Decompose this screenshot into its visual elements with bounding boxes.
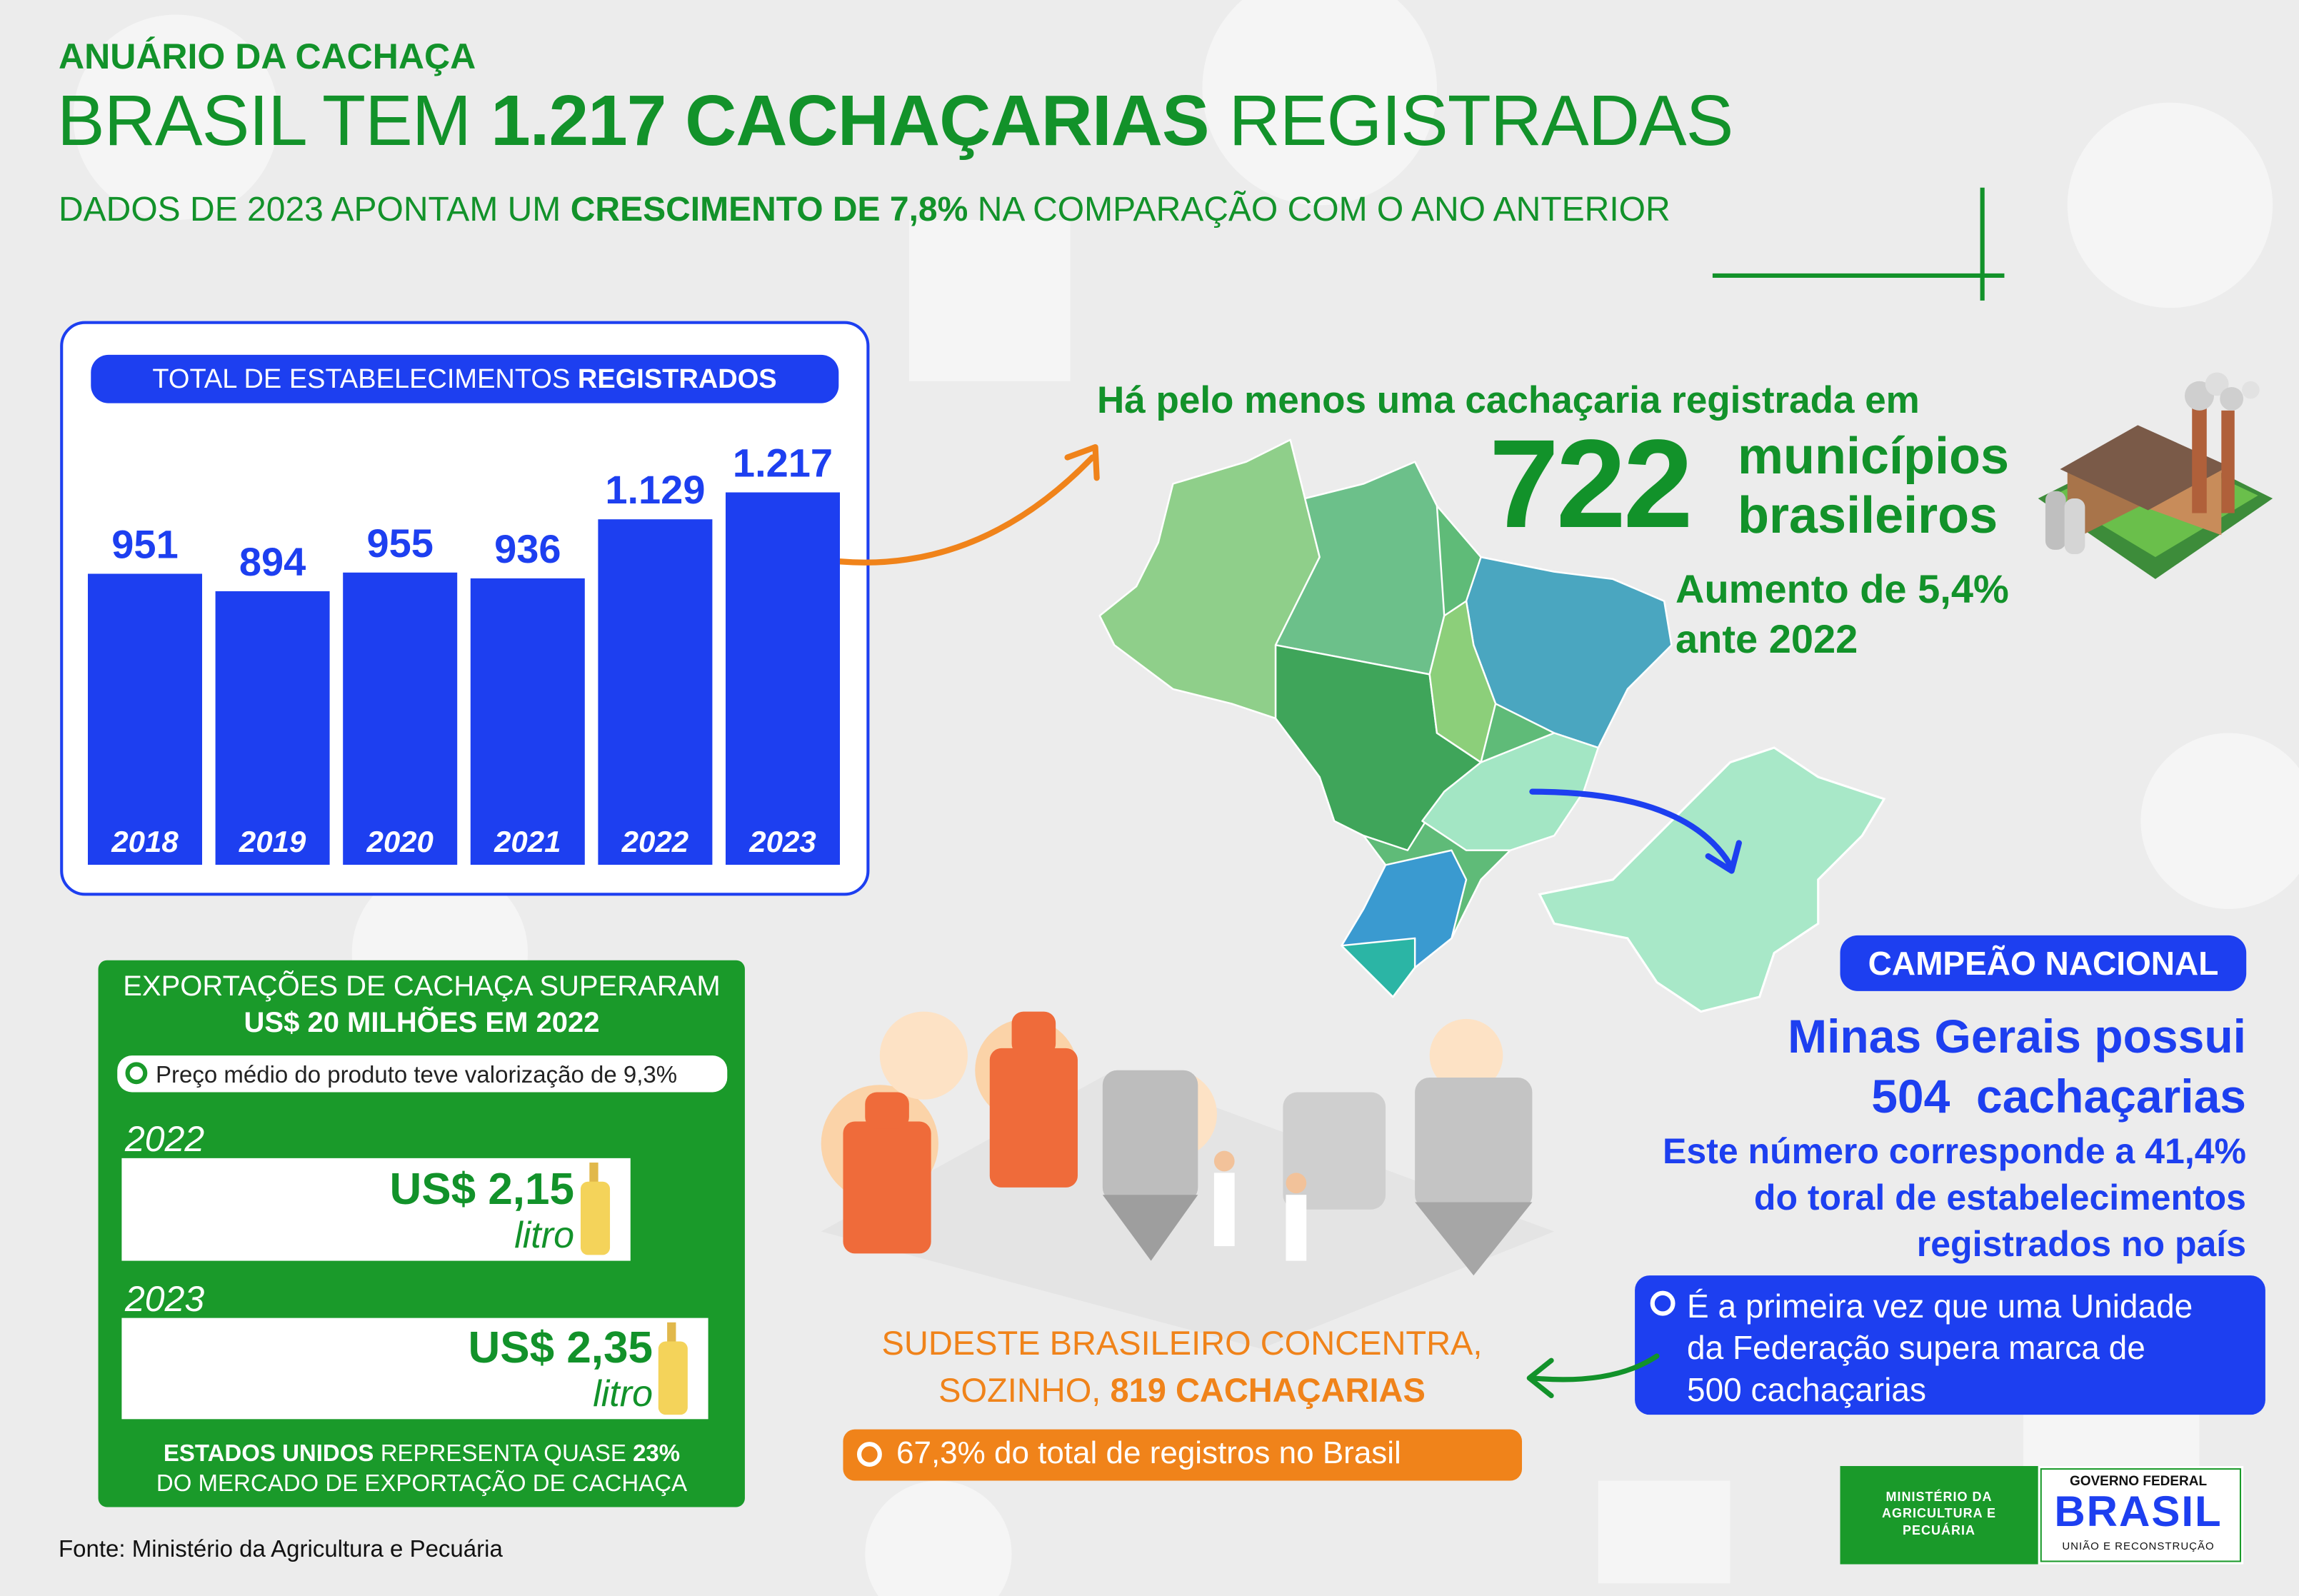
value-label: 1.217	[733, 441, 833, 486]
price-value: US$ 2,35	[468, 1323, 653, 1372]
x-tick-label: 2021	[494, 825, 561, 858]
price-unit: litro	[514, 1215, 574, 1256]
value-label: 936	[494, 526, 561, 571]
kicker: ANUÁRIO DA CACHAÇA	[59, 36, 476, 76]
value-label: 951	[111, 521, 178, 566]
growth-line: Aumento de 5,4%	[1676, 566, 2009, 611]
champion-note-line: 500 cachaçarias	[1687, 1370, 1926, 1408]
exports-footer-highlight: 23%	[633, 1440, 681, 1466]
chart-title-highlight: REGISTRADOS	[577, 363, 777, 394]
exports-footer: ESTADOS UNIDOS REPRESENTA QUASE 23% DO MERC…	[99, 1438, 745, 1498]
bar-chart: 951 2018 894 2019 955 2020 936 2021 1.129 2022 1.2…	[88, 441, 840, 865]
bar	[598, 519, 713, 865]
exports-headline-line: EXPORTAÇÕES DE CACHAÇA SUPERARAM	[123, 970, 721, 1002]
price-year: 2022	[125, 1119, 205, 1159]
value-label: 1.129	[605, 467, 705, 512]
subtitle: DADOS DE 2023 APONTAM UM CRESCIMENTO DE 7…	[59, 190, 1671, 229]
champion-note-line: da Federação supera marca de	[1687, 1329, 2145, 1367]
champion-note: É a primeira vez que uma Unidade da Feder…	[1687, 1285, 2193, 1410]
champion-detail-line: Este número corresponde a 41,4%	[1663, 1131, 2246, 1171]
source: Fonte: Ministério da Agricultura e Pecuá…	[59, 1535, 503, 1562]
price-year: 2023	[125, 1279, 205, 1319]
municipalities-label: municípios brasileiros	[1738, 427, 2009, 546]
x-tick-label: 2018	[111, 825, 179, 858]
title-highlight: 1.217 CACHAÇARIAS	[491, 81, 1209, 161]
title: BRASIL TEM 1.217 CACHAÇARIAS REGISTRADAS	[57, 80, 1733, 162]
exports-footer-highlight: ESTADOS UNIDOS	[163, 1440, 374, 1466]
bar	[88, 573, 202, 865]
exports-headline-line: US$ 20 MILHÕES EM 2022	[244, 1007, 600, 1039]
southeast-highlight: 819 CACHAÇARIAS	[1110, 1370, 1426, 1409]
price-value: US$ 2,15	[389, 1165, 574, 1214]
price-unit: litro	[593, 1373, 653, 1415]
municipalities-label-line: municípios	[1738, 428, 2010, 485]
chart-title: TOTAL DE ESTABELECIMENTOS REGISTRADOS	[91, 355, 838, 403]
government-logo: GOVERNO FEDERAL	[2069, 1474, 2208, 1489]
tanks-illustration	[821, 1011, 1555, 1349]
value-label: 894	[239, 539, 306, 584]
exports-note: Preço médio do produto teve valorização …	[156, 1061, 678, 1088]
bottle	[580, 1163, 688, 1415]
champion-detail-line: registrados no país	[1916, 1224, 2246, 1264]
brand-logo: BRASIL	[2054, 1487, 2223, 1535]
bar	[215, 591, 330, 865]
subtitle-text: NA COMPARAÇÃO COM O ANO ANTERIOR	[977, 191, 1671, 229]
bar	[343, 572, 458, 865]
exports-footer-text: REPRESENTA QUASE	[380, 1440, 626, 1466]
motto: UNIÃO E RECONSTRUÇÃO	[2062, 1540, 2215, 1552]
title-text: REGISTRADAS	[1228, 81, 1734, 161]
champion-note-line: É a primeira vez que uma Unidade	[1687, 1288, 2193, 1325]
champion-headline-line: Minas Gerais possui	[1788, 1010, 2246, 1063]
exports-footer-line: DO MERCADO DE EXPORTAÇÃO DE CACHAÇA	[156, 1470, 688, 1497]
title-text: BRASIL TEM	[57, 81, 471, 161]
southeast-headline: SUDESTE BRASILEIRO CONCENTRA, SOZINHO, 819…	[843, 1320, 1521, 1414]
southeast-line: SUDESTE BRASILEIRO CONCENTRA,	[881, 1324, 1483, 1362]
champion-detail: Este número corresponde a 41,4% do toral …	[1663, 1128, 2246, 1268]
exports-headline: EXPORTAÇÕES DE CACHAÇA SUPERARAM US$ 20 M…	[99, 968, 745, 1041]
exports-footer-line: ESTADOS UNIDOS REPRESENTA QUASE 23%	[99, 1438, 745, 1468]
champion-headline-line: 504 cachaçarias	[1871, 1069, 2246, 1123]
chart-title-text: TOTAL DE ESTABELECIMENTOS	[152, 363, 571, 394]
brazil-map	[1098, 438, 1673, 998]
growth-line: ante 2022	[1676, 616, 1858, 661]
x-tick-label: 2019	[239, 825, 306, 858]
southeast-text: SOZINHO,	[938, 1370, 1101, 1409]
municipalities-intro: Há pelo menos uma cachaçaria registrada …	[1097, 379, 1920, 421]
municipalities-count: 722	[1489, 414, 1693, 554]
champion-detail-line: do toral de estabelecimentos	[1753, 1178, 2246, 1218]
municipalities-growth: Aumento de 5,4% ante 2022	[1676, 564, 2009, 664]
southeast-line: SOZINHO, 819 CACHAÇARIAS	[843, 1367, 1521, 1414]
bar	[470, 578, 585, 865]
value-label: 955	[366, 521, 433, 566]
subtitle-highlight: CRESCIMENTO DE 7,8%	[570, 191, 968, 229]
municipalities-label-line: brasileiros	[1738, 486, 1998, 544]
champion-headline: Minas Gerais possui 504 cachaçarias	[1788, 1007, 2246, 1127]
decoration	[60, 0, 2299, 1596]
x-tick-label: 2020	[366, 825, 433, 858]
subtitle-text: DADOS DE 2023 APONTAM UM	[59, 191, 561, 229]
southeast-share: 67,3% do total de registros no Brasil	[896, 1435, 1401, 1470]
ministry-logo: MINISTÉRIO DA AGRICULTURA E PECUÁRIA	[1882, 1490, 1996, 1537]
factory-illustration	[2038, 372, 2273, 579]
x-tick-label: 2023	[748, 825, 816, 858]
bar	[726, 492, 840, 865]
champion-badge: CAMPEÃO NACIONAL	[1868, 945, 2219, 982]
x-tick-label: 2022	[621, 825, 688, 858]
